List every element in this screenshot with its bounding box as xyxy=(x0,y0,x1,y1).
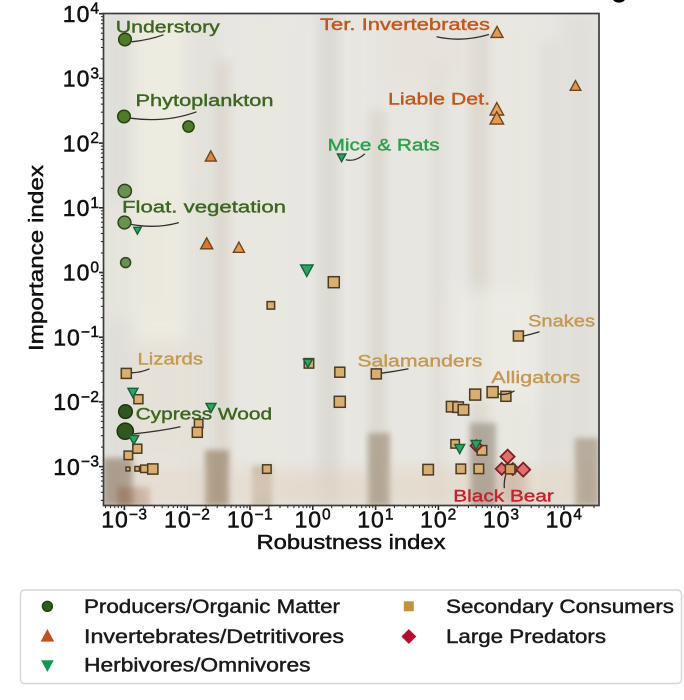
svg-text:103: 103 xyxy=(63,65,100,91)
svg-text:Herbivores/Omnivores: Herbivores/Omnivores xyxy=(84,655,311,677)
svg-text:Importance index: Importance index xyxy=(25,164,48,351)
svg-text:Cypress Wood: Cypress Wood xyxy=(136,404,273,423)
svg-text:10−3: 10−3 xyxy=(53,454,99,480)
svg-text:102: 102 xyxy=(63,130,100,156)
svg-text:10−3: 10−3 xyxy=(101,506,147,532)
svg-text:Liable Det.: Liable Det. xyxy=(388,90,490,109)
svg-text:Ter. Invertebrates: Ter. Invertebrates xyxy=(320,15,490,34)
svg-text:Phytoplankton: Phytoplankton xyxy=(136,91,274,110)
svg-text:10−1: 10−1 xyxy=(227,506,273,532)
svg-text:Salamanders: Salamanders xyxy=(357,351,482,370)
svg-text:10−2: 10−2 xyxy=(164,506,210,532)
svg-text:Lizards: Lizards xyxy=(138,350,204,369)
svg-text:Large Predators: Large Predators xyxy=(446,626,606,648)
svg-text:Secondary Consumers: Secondary Consumers xyxy=(446,596,674,618)
svg-text:104: 104 xyxy=(63,1,100,27)
svg-text:104: 104 xyxy=(546,506,583,532)
svg-text:Alligators: Alligators xyxy=(491,368,580,387)
svg-text:Snakes: Snakes xyxy=(528,312,595,331)
svg-text:Robustness index: Robustness index xyxy=(257,531,447,554)
svg-text:Understory: Understory xyxy=(116,17,221,36)
svg-text:Mice & Rats: Mice & Rats xyxy=(328,136,440,155)
svg-text:Float. vegetation: Float. vegetation xyxy=(122,197,286,216)
svg-text:Black Bear: Black Bear xyxy=(453,487,554,506)
svg-text:Invertebrates/Detritivores: Invertebrates/Detritivores xyxy=(84,626,344,648)
svg-text:Producers/Organic Matter: Producers/Organic Matter xyxy=(84,596,341,618)
